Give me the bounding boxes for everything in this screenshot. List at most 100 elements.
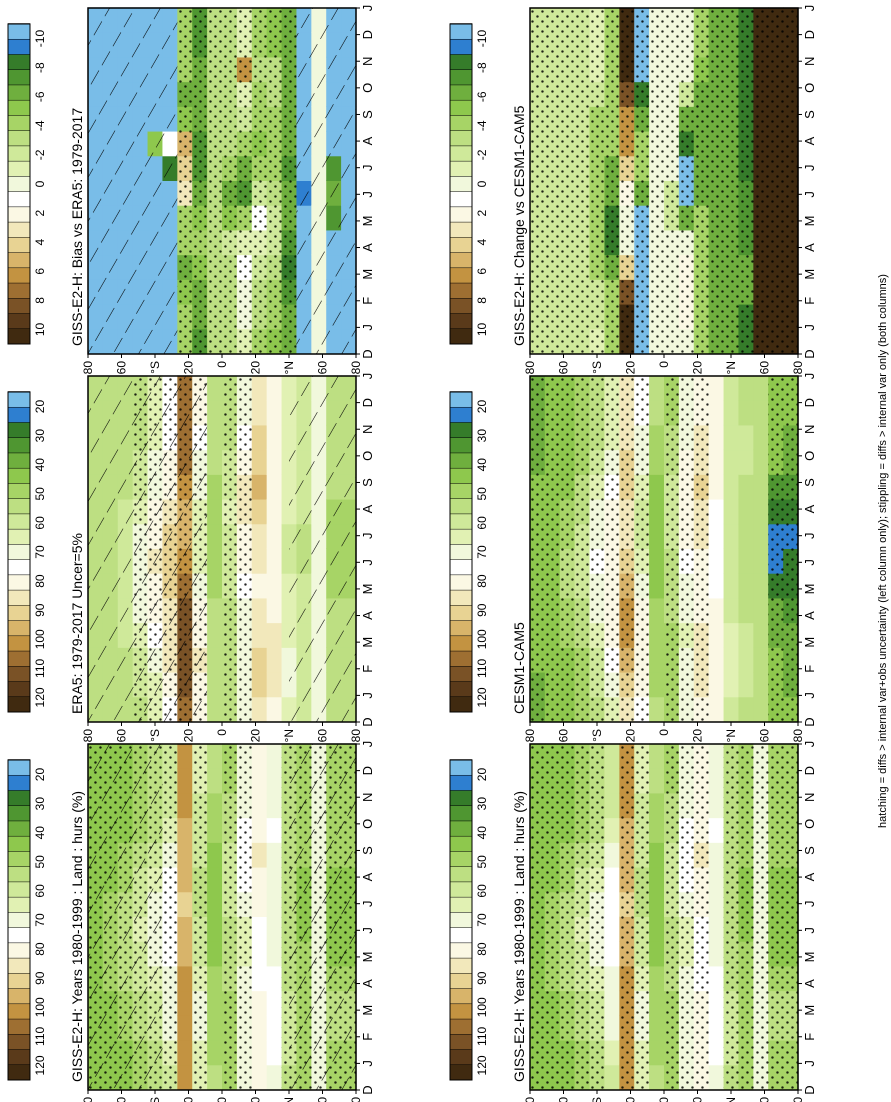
colorbar-swatch <box>449 421 473 438</box>
heat-cell <box>649 498 665 525</box>
heat-cell <box>177 891 193 917</box>
hatching <box>88 376 208 722</box>
heat-cell <box>251 1064 268 1090</box>
colorbar-swatch <box>449 680 473 698</box>
y-tick-label: 0 <box>215 729 229 736</box>
x-tick-label: A <box>360 243 375 252</box>
heat-cell <box>604 941 620 967</box>
heat-cell <box>723 523 740 549</box>
heat-cell <box>723 424 740 451</box>
heat-cell <box>649 449 665 475</box>
colorbar-swatch <box>449 835 473 852</box>
y-tick-label: 0 <box>657 729 671 736</box>
heat-cell <box>207 990 223 1016</box>
panels: GISS-E2-H: Years 1980-1999 : Land : hurs… <box>7 5 817 1102</box>
x-tick-label: M <box>802 269 817 280</box>
heat-cell <box>266 1064 283 1090</box>
colorbar-swatch <box>7 543 31 560</box>
heat-cell <box>753 523 769 549</box>
colorbar-swatch <box>449 328 473 345</box>
plot-area: D J F M A M J J A S O N D J 80 60 °N 20 0 20 °S 60 80 <box>523 373 817 743</box>
colorbar-tick-label: -6 <box>33 91 47 102</box>
colorbar-swatch <box>449 68 473 86</box>
heat-cell <box>266 647 283 673</box>
x-tick-label: D <box>802 1085 817 1094</box>
heat-cell <box>251 424 268 451</box>
heat-cell <box>708 597 725 624</box>
x-tick-label: S <box>802 110 817 119</box>
colorbar-tick-label: -8 <box>33 62 47 73</box>
colorbar-swatch <box>7 835 31 852</box>
heat-cell <box>708 696 725 722</box>
heat-cell <box>723 449 740 475</box>
heat-cell <box>251 671 268 698</box>
y-tick-label: 80 <box>791 1097 805 1102</box>
colorbar-swatch <box>7 452 31 469</box>
heat-cell <box>649 671 665 698</box>
x-tick-label: J <box>802 164 817 171</box>
heat-cell <box>723 573 740 599</box>
x-tick-label: J <box>802 741 817 748</box>
colorbar-swatch <box>7 267 31 284</box>
heat-cell <box>251 573 268 599</box>
colorbar-tick-label: 70 <box>475 545 489 559</box>
heat-cell <box>251 1015 268 1041</box>
y-tick-label: 60 <box>557 1097 571 1102</box>
heat-cell <box>738 696 754 722</box>
heat-cell <box>207 696 223 722</box>
heat-cell <box>604 817 620 843</box>
x-tick-label: O <box>360 451 375 461</box>
panel-title: GISS-E2-H: Years 1980-1999 : Land : hurs… <box>69 791 85 1082</box>
heat-cell <box>251 792 268 819</box>
heat-cell <box>251 622 268 648</box>
x-tick-label: D <box>802 398 817 407</box>
heat-cell <box>649 375 665 401</box>
x-tick-label: J <box>802 532 817 539</box>
x-tick-label: D <box>802 717 817 726</box>
colorbar-swatch <box>449 789 473 806</box>
heat-cell <box>251 498 268 525</box>
y-tick-label: 80 <box>523 1097 537 1102</box>
x-tick-label: A <box>360 611 375 620</box>
heat-cell <box>649 866 665 893</box>
x-tick-label: J <box>802 5 817 12</box>
colorbar-swatch <box>449 129 473 147</box>
colorbar-tick-label: 20 <box>475 768 489 782</box>
y-tick-label: 60 <box>758 729 772 743</box>
heat-cell <box>604 768 620 794</box>
colorbar-tick-label: 110 <box>33 1026 47 1045</box>
x-tick-label: J <box>802 559 817 566</box>
colorbar-tick-label: 100 <box>33 629 47 649</box>
heat-cell <box>604 743 620 769</box>
colorbar-swatch <box>449 236 473 253</box>
colorbar-tick-label: 80 <box>475 942 489 956</box>
y-tick-label: 60 <box>758 361 772 375</box>
heat-cell <box>753 474 769 500</box>
heat-cell <box>266 548 283 574</box>
colorbar-swatch <box>449 604 473 621</box>
heat-cell <box>251 548 268 574</box>
colorbar-swatch <box>449 665 473 682</box>
colorbar-tick-label: 2 <box>33 209 47 216</box>
heat-cell <box>708 941 725 967</box>
heat-cell <box>708 1064 725 1090</box>
colorbar-tick-label: 90 <box>475 971 489 985</box>
heat-cell <box>604 842 620 868</box>
colorbar-swatch <box>449 267 473 284</box>
colorbar-tick-label: 70 <box>33 913 47 927</box>
panel-p22: CESM1-CAM5 D J F M A M J J A S O N D J 80 60 °N 20 0 20 °S 60 8… <box>449 373 817 743</box>
heat-cell <box>649 990 665 1016</box>
x-tick-label: M <box>360 1005 375 1016</box>
colorbar-swatch <box>7 972 31 989</box>
x-tick-label: D <box>360 1085 375 1094</box>
y-tick-label: °N <box>282 729 296 742</box>
colorbar-tick-label: 0 <box>475 180 489 187</box>
colorbar-tick-label: -4 <box>33 120 47 131</box>
panel-p32: GISS-E2-H: Change vs CESM1-CAM5 D J F M A M J J A… <box>449 5 817 375</box>
colorbar-swatch <box>7 513 31 530</box>
heat-cell <box>708 375 725 401</box>
heat-cell <box>266 1015 283 1041</box>
heat-cell <box>266 817 283 843</box>
heat-cell <box>649 548 665 574</box>
